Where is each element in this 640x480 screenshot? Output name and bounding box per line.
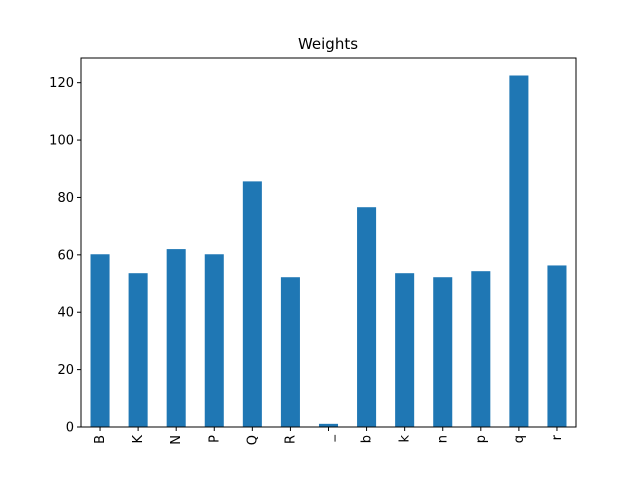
y-tick-label: 20 [57, 363, 74, 378]
bar-7 [357, 207, 377, 427]
bar-10 [471, 271, 491, 427]
x-tick-label: n [436, 435, 451, 443]
y-tick-label: 80 [57, 191, 74, 206]
y-tick-label: 0 [66, 421, 74, 436]
bar-6 [318, 423, 339, 427]
x-tick-label: R [283, 435, 298, 444]
bar-4 [242, 181, 262, 427]
x-tick-label: _ [322, 435, 337, 443]
y-tick-label: 60 [57, 248, 74, 263]
x-tick-label: P [207, 435, 222, 443]
bar-9 [433, 277, 453, 427]
y-axis: 0 20 40 60 80 100 120 [49, 76, 81, 436]
bar-0 [90, 254, 110, 427]
x-tick-label: N [169, 435, 184, 445]
bar-2 [166, 249, 186, 427]
x-tick-label: K [131, 435, 146, 444]
x-tick-label: q [512, 435, 527, 443]
chart-title: Weights [298, 35, 358, 53]
x-tick-label: B [93, 435, 108, 444]
x-tick-label: p [474, 435, 489, 443]
x-tick-label: b [360, 435, 375, 443]
bar-1 [128, 273, 148, 427]
x-tick-label: Q [245, 435, 260, 445]
plot-frame [80, 57, 577, 428]
y-tick-label: 100 [49, 134, 74, 149]
bar-11 [509, 75, 529, 427]
y-tick-label: 120 [49, 76, 74, 91]
y-tick-label: 40 [57, 306, 74, 321]
bar-8 [395, 273, 415, 427]
bar-3 [204, 254, 224, 427]
x-axis: B K N P Q R _ b k n p q r [93, 427, 565, 445]
bars [90, 75, 567, 427]
bar-5 [280, 277, 300, 427]
bar-12 [547, 265, 567, 427]
x-tick-label: r [550, 434, 565, 440]
x-tick-label: k [398, 435, 413, 443]
